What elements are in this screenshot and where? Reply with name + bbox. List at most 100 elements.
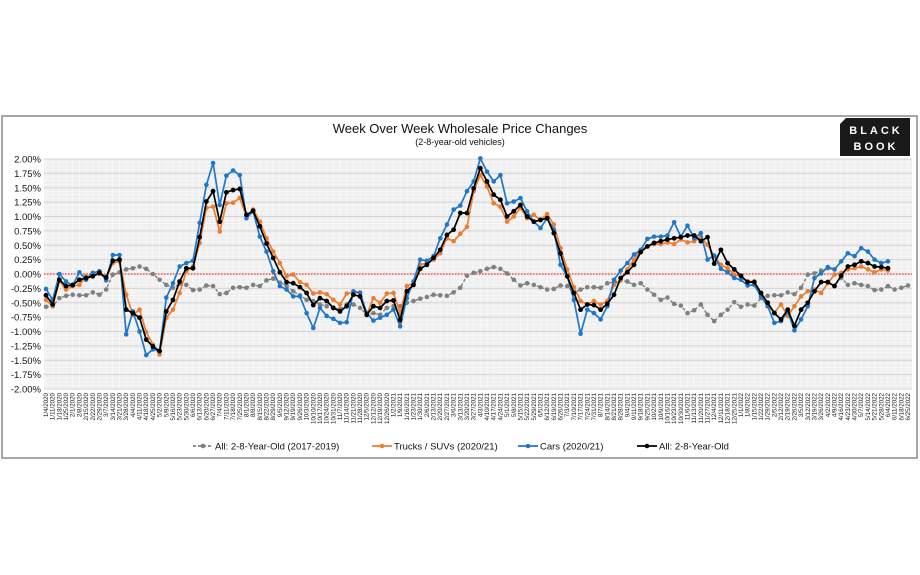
data-point [498, 204, 503, 210]
data-point [504, 214, 510, 219]
data-point [745, 279, 751, 285]
data-point [691, 233, 697, 238]
data-point [250, 208, 256, 214]
data-point [123, 267, 129, 272]
data-point [718, 247, 724, 253]
x-tick-label: 4/23/2022 [845, 392, 852, 420]
x-tick-label: 8/1/2020 [243, 392, 250, 417]
x-tick-label: 10/23/2021 [671, 392, 678, 424]
data-point [531, 212, 537, 218]
data-point [591, 284, 597, 290]
data-point [598, 307, 604, 313]
data-point [885, 265, 891, 271]
data-point [678, 303, 684, 308]
x-tick-label: 6/27/2020 [210, 392, 217, 420]
legend-label: Trucks / SUVs (2020/21) [394, 442, 498, 453]
data-point [491, 179, 497, 184]
data-point [878, 260, 884, 266]
data-point [645, 236, 650, 242]
data-point [397, 317, 403, 323]
data-point [90, 270, 96, 276]
data-point [284, 287, 289, 292]
x-tick-label: 11/27/2021 [705, 392, 712, 423]
data-point [417, 266, 423, 272]
data-point [558, 283, 563, 288]
x-tick-label: 7/17/2021 [578, 392, 585, 420]
data-point [270, 255, 276, 261]
data-point [163, 282, 169, 288]
plot-area: 2.00% 1.75% 1.50% 1.25% 1.00% 0.75% 0.50% 0.25%… [11, 155, 912, 424]
x-tick-label: 5/8/2021 [511, 392, 518, 417]
data-point [818, 290, 824, 296]
data-point [217, 229, 223, 234]
data-point [424, 294, 430, 300]
data-point [304, 290, 310, 296]
y-tick-label: 1.00% [14, 212, 41, 223]
x-tick-label: 4/3/2021 [477, 392, 484, 417]
data-point [117, 252, 122, 258]
x-tick-label: 1/29/2022 [765, 392, 772, 420]
data-point [63, 283, 69, 289]
x-tick-label: 4/30/2022 [852, 392, 859, 420]
x-tick-label: 5/23/2020 [177, 392, 184, 420]
data-point [297, 294, 303, 299]
data-point [411, 298, 416, 304]
data-point [504, 271, 510, 276]
data-point [210, 204, 216, 210]
data-point [83, 275, 89, 281]
data-point [143, 352, 149, 358]
x-tick-label: 8/22/2020 [264, 392, 271, 420]
data-point [678, 234, 684, 240]
data-point [264, 278, 269, 283]
data-point [170, 280, 176, 286]
x-tick-label: 12/19/2020 [377, 392, 384, 424]
x-tick-label: 3/27/2021 [471, 392, 478, 420]
data-point [498, 172, 503, 178]
data-point [765, 300, 771, 306]
x-tick-label: 4/17/2021 [491, 392, 498, 420]
data-point [598, 302, 603, 307]
data-point [184, 260, 189, 266]
x-tick-label: 1/30/2021 [417, 392, 424, 420]
x-tick-label: 11/14/2020 [344, 392, 351, 423]
data-point [584, 302, 590, 307]
x-tick-label: 8/7/2021 [598, 392, 605, 417]
x-tick-label: 9/4/2021 [624, 392, 631, 417]
data-point [210, 188, 216, 194]
data-point [818, 279, 824, 285]
data-point [738, 304, 744, 310]
data-point [457, 210, 463, 216]
data-point [478, 156, 483, 161]
data-point [371, 318, 376, 323]
y-tick-label: 0.75% [14, 226, 41, 237]
data-point [63, 287, 69, 292]
data-point [524, 280, 530, 286]
y-tick-label: 1.75% [14, 169, 41, 180]
data-point [357, 305, 363, 311]
data-point [244, 285, 249, 291]
x-tick-label: 8/8/2020 [250, 392, 257, 417]
data-point [230, 285, 236, 291]
data-point [551, 222, 557, 227]
data-point [631, 282, 637, 288]
data-point [598, 285, 603, 291]
x-tick-label: 9/18/2021 [638, 392, 645, 420]
data-point [457, 285, 463, 291]
data-point [417, 296, 423, 302]
data-point [90, 290, 96, 295]
data-point [899, 285, 904, 291]
data-point [698, 302, 704, 307]
data-point [330, 305, 336, 311]
x-tick-label: 2/12/2022 [778, 392, 785, 420]
data-point [377, 305, 383, 311]
data-point [491, 200, 497, 206]
data-point [477, 165, 483, 171]
data-point [825, 279, 831, 285]
x-tick-label: 5/16/2020 [170, 392, 177, 420]
legend-swatch-marker [644, 443, 650, 449]
x-tick-label: 4/11/2020 [137, 392, 144, 420]
logo-text-line1: BLACK [849, 125, 903, 137]
data-point [625, 260, 630, 266]
legend-swatch-marker [525, 443, 531, 449]
data-point [725, 260, 730, 266]
